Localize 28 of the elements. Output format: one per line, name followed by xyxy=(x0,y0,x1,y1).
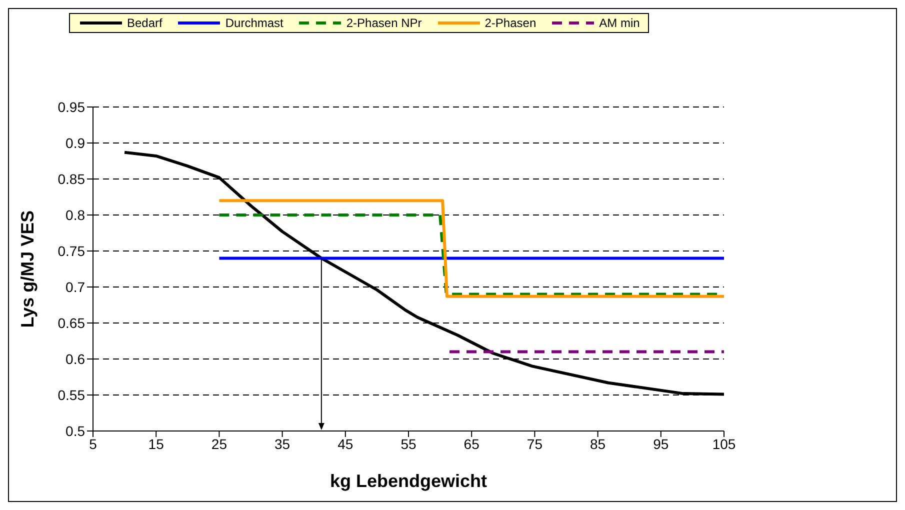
legend-label: Bedarf xyxy=(127,16,162,30)
x-tick-label: 95 xyxy=(653,436,669,452)
y-tick-label: 0.75 xyxy=(58,242,86,259)
legend-label: Durchmast xyxy=(225,16,284,30)
y-tick-label: 0.85 xyxy=(58,170,86,187)
y-axis-title: Lys g/MJ VES xyxy=(17,210,38,328)
x-tick-label: 85 xyxy=(590,436,606,452)
x-tick-label: 55 xyxy=(400,436,416,452)
x-tick-label: 5 xyxy=(89,436,98,452)
x-tick-label: 15 xyxy=(148,436,164,452)
x-tick-label: 65 xyxy=(464,436,480,452)
legend-label: 2-Phasen NPr xyxy=(346,16,422,30)
y-tick-label: 0.6 xyxy=(66,350,86,367)
y-tick-label: 0.7 xyxy=(66,278,86,295)
x-tick-label: 75 xyxy=(526,436,543,452)
y-tick-label: 0.55 xyxy=(58,386,86,403)
y-tick-label: 0.8 xyxy=(66,206,86,223)
y-tick-label: 0.5 xyxy=(66,422,86,439)
legend-label: AM min xyxy=(599,16,640,30)
x-tick-label: 45 xyxy=(338,436,354,452)
x-axis-title: kg Lebendgewicht xyxy=(330,471,488,491)
x-tick-label: 25 xyxy=(211,436,228,452)
x-tick-label: 35 xyxy=(274,436,290,452)
y-tick-label: 0.9 xyxy=(66,134,86,151)
x-tick-label: 105 xyxy=(712,436,736,452)
y-tick-label: 0.95 xyxy=(58,98,86,115)
y-tick-label: 0.65 xyxy=(58,314,86,331)
legend-label: 2-Phasen xyxy=(484,16,536,30)
